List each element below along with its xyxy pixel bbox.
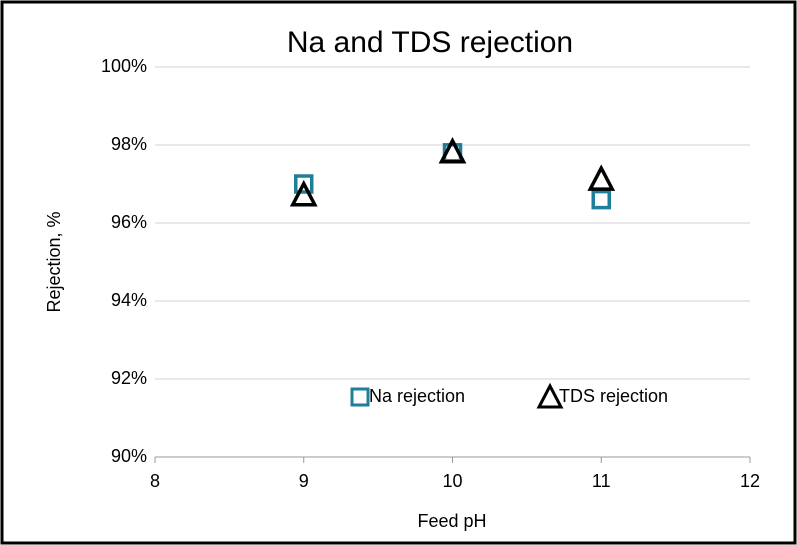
x-tick-label: 11 bbox=[592, 471, 611, 491]
x-tick-label: 8 bbox=[150, 471, 160, 491]
y-tick-label: 98% bbox=[111, 134, 147, 154]
marker-triangle bbox=[536, 382, 564, 409]
y-tick-label: 96% bbox=[111, 212, 147, 232]
y-axis-label: Rejection, % bbox=[44, 211, 64, 312]
legend-label: TDS rejection bbox=[559, 386, 668, 406]
marker-triangle bbox=[587, 164, 616, 191]
chart-title: Na and TDS rejection bbox=[287, 26, 573, 59]
x-tick-label: 12 bbox=[740, 471, 760, 491]
x-tick-label: 9 bbox=[299, 471, 309, 491]
marker-square bbox=[591, 189, 611, 210]
y-tick-label: 94% bbox=[111, 290, 147, 310]
y-tick-label: 100% bbox=[101, 56, 147, 76]
y-tick-label: 90% bbox=[111, 446, 147, 466]
marker-triangle bbox=[438, 137, 467, 164]
marker-triangle bbox=[289, 179, 318, 207]
marker-square bbox=[294, 174, 314, 194]
x-axis-label: Feed pH bbox=[417, 511, 486, 531]
y-tick-label: 92% bbox=[111, 368, 147, 388]
x-tick-label: 10 bbox=[442, 471, 462, 491]
marker-square bbox=[350, 387, 370, 407]
legend-label: Na rejection bbox=[369, 386, 465, 406]
